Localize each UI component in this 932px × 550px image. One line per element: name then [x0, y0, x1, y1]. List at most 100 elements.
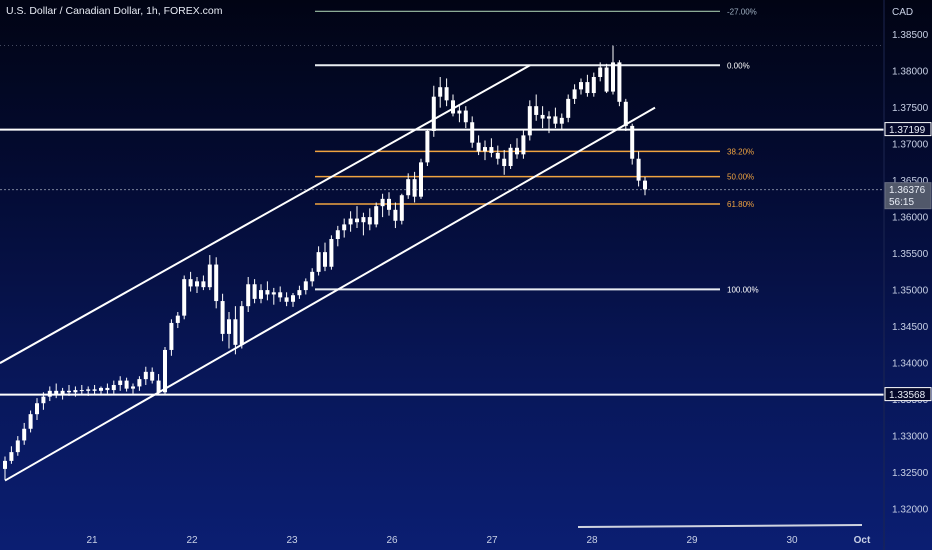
x-tick-label: 27	[486, 535, 498, 546]
candle	[483, 140, 487, 161]
candle-body	[35, 403, 39, 415]
price-axis[interactable]: CAD1.320001.325001.330001.335001.340001.…	[883, 0, 929, 550]
candle	[28, 410, 33, 433]
candle-body	[579, 82, 583, 90]
candle	[412, 171, 417, 203]
candle	[188, 271, 193, 292]
currency-label: CAD	[892, 7, 913, 18]
candle-body	[559, 117, 564, 124]
x-tick-label: 22	[186, 535, 198, 546]
candle	[643, 176, 647, 196]
candle	[303, 278, 308, 295]
candle-body	[124, 380, 129, 389]
candle	[419, 158, 423, 199]
candle-body	[457, 110, 462, 114]
candle-body	[323, 252, 327, 267]
candle-body	[28, 414, 33, 429]
candle-body	[310, 271, 315, 282]
candle-body	[348, 218, 353, 225]
candle	[9, 446, 14, 464]
candle	[463, 106, 468, 129]
candle-body	[182, 279, 187, 316]
candle-body	[591, 76, 596, 94]
y-tick-label: 1.32000	[892, 505, 929, 516]
candle	[99, 386, 103, 396]
candle	[118, 376, 123, 391]
candle	[534, 94, 539, 121]
candle-body	[86, 389, 91, 391]
candle-body	[214, 264, 219, 302]
candle	[521, 129, 526, 159]
x-tick-label: 29	[686, 535, 698, 546]
candle	[527, 100, 532, 141]
candle	[105, 383, 110, 394]
candle-body	[483, 147, 487, 152]
candle-body	[412, 179, 417, 197]
candle-body	[278, 292, 283, 298]
candle	[399, 193, 404, 225]
candle-body	[169, 322, 174, 350]
candle-body	[540, 114, 545, 119]
candle	[591, 72, 596, 97]
candle	[342, 218, 347, 238]
x-tick-label: Oct	[854, 535, 871, 546]
candle-body	[393, 209, 398, 221]
candle	[201, 275, 206, 291]
fibonacci-retracement[interactable]: -27.00% 0.00% 38.20% 50.00% 61.80% 100.00%	[315, 7, 759, 294]
candle-body	[150, 371, 155, 381]
candle-body	[463, 110, 468, 123]
candle-body	[335, 230, 340, 240]
fib-level-label: 61.80%	[727, 200, 754, 209]
candle	[111, 380, 116, 394]
candle	[598, 62, 603, 82]
candle	[271, 287, 276, 305]
candle	[239, 301, 244, 349]
candle-body	[502, 158, 507, 167]
y-tick-label: 1.38500	[892, 30, 929, 41]
candle-body	[643, 180, 647, 190]
candle-body	[9, 452, 14, 461]
candle	[227, 311, 231, 349]
candle-body	[515, 147, 519, 155]
candle-body	[131, 386, 135, 389]
candle	[169, 319, 174, 356]
candle	[297, 285, 302, 299]
y-tick-label: 1.34000	[892, 359, 929, 370]
x-tick-label: 26	[386, 535, 398, 546]
candle	[380, 193, 385, 218]
candle	[156, 374, 161, 396]
candle	[131, 383, 135, 394]
candle	[393, 202, 398, 229]
candle-body	[611, 62, 615, 92]
price-badge-label: 1.36376	[889, 185, 926, 196]
candle-body	[598, 67, 603, 77]
candle-body	[316, 252, 321, 272]
time-axis[interactable]: 21 22 23 26 27 28 29 30 Oct	[86, 535, 871, 546]
candle	[252, 279, 257, 304]
candle-body	[99, 387, 103, 391]
candle	[22, 422, 27, 445]
candle-body	[118, 380, 123, 385]
candle-body	[361, 217, 366, 223]
price-badge-countdown: 56:15	[889, 197, 914, 208]
candle	[387, 192, 391, 216]
candle	[137, 376, 142, 391]
candle-body	[207, 264, 212, 288]
candle	[636, 151, 641, 187]
candle	[355, 206, 359, 229]
candle-body	[67, 390, 71, 393]
candle	[60, 387, 65, 400]
price-channel[interactable]	[0, 64, 656, 482]
y-tick-label: 1.33000	[892, 432, 929, 443]
candle-body	[636, 158, 641, 181]
y-tick-label: 1.35000	[892, 286, 929, 297]
price-badge: 1.37199	[884, 122, 932, 137]
price-badge: 1.33568	[884, 387, 932, 402]
candle	[367, 208, 372, 231]
candle	[374, 202, 379, 228]
candle-body	[15, 440, 20, 453]
candle-body	[92, 389, 97, 391]
candle-body	[425, 130, 430, 163]
